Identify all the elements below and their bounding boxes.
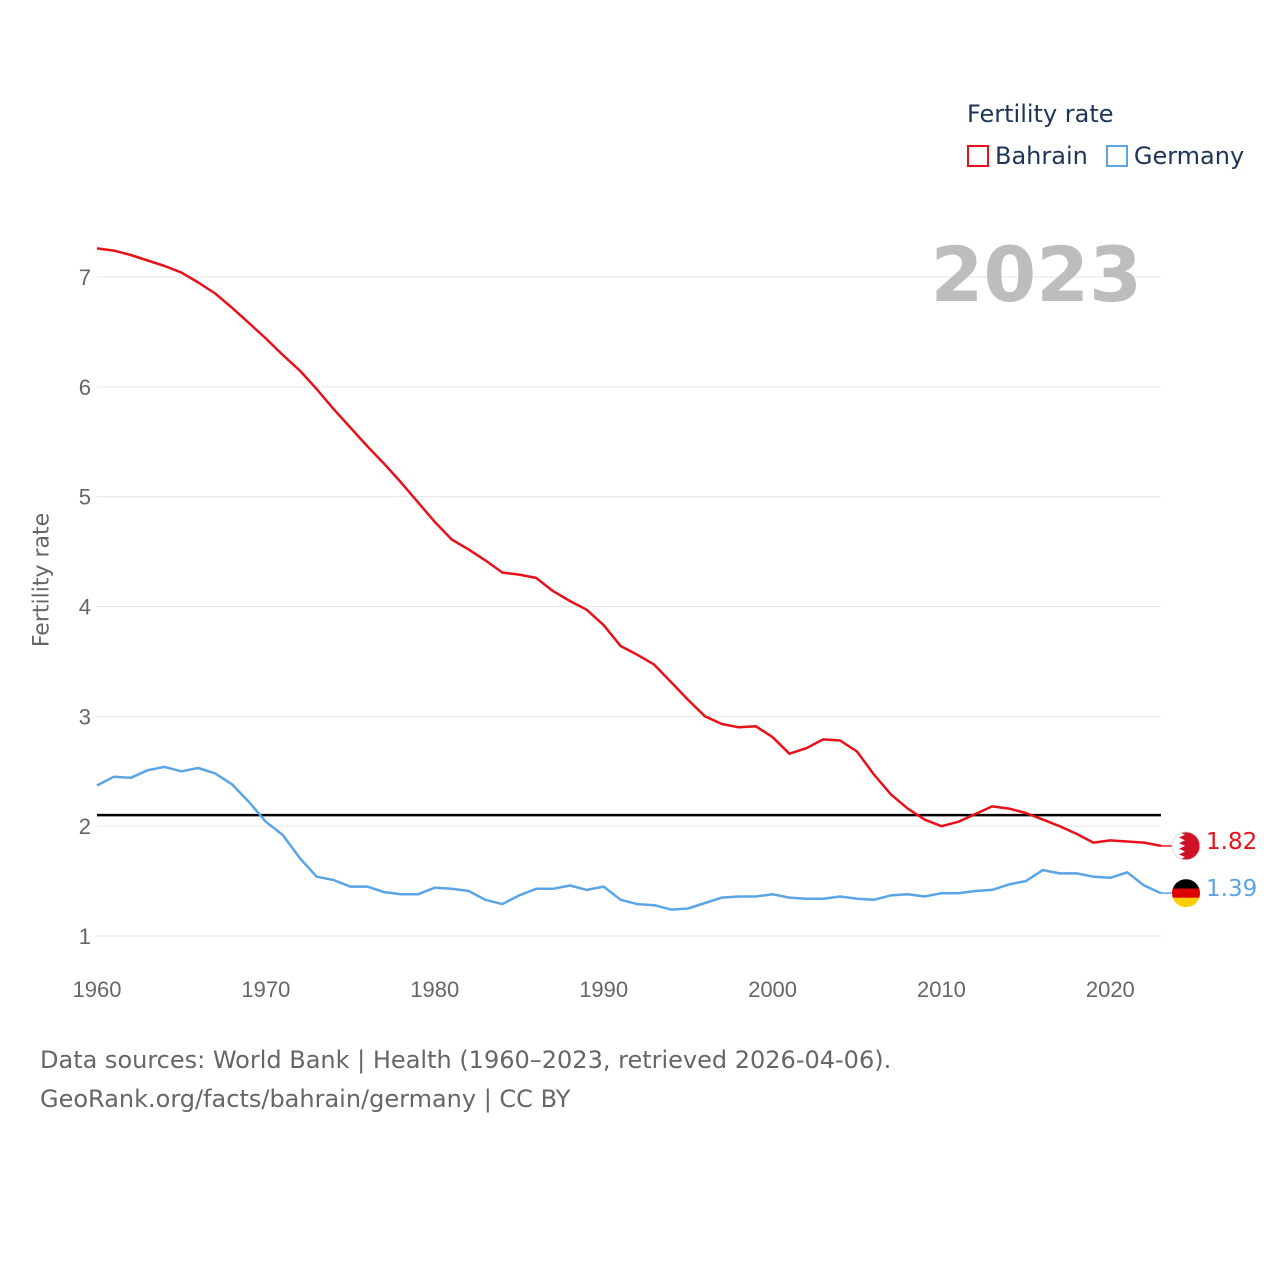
legend: Bahrain Germany: [967, 142, 1262, 170]
source-line-1: Data sources: World Bank | Health (1960–…: [40, 1046, 892, 1074]
series-line-bahrain[interactable]: [96, 247, 1162, 848]
series-line-germany[interactable]: [96, 765, 1162, 911]
x-tick-label: 1990: [579, 977, 628, 1002]
y-tick-label: 1: [79, 924, 91, 949]
x-tick-label: 1970: [241, 977, 290, 1002]
y-tick-label: 4: [79, 595, 91, 620]
x-tick-label: 2010: [917, 977, 966, 1002]
y-axis-label: Fertility rate: [29, 512, 55, 648]
flag-markers: [1161, 831, 1201, 908]
legend-label-bahrain: Bahrain: [995, 142, 1088, 170]
y-tick-label: 7: [79, 265, 91, 290]
legend-swatch-bahrain: [967, 145, 989, 167]
germany-flag-icon: [1172, 879, 1200, 908]
y-tick-label: 6: [79, 375, 91, 400]
year-label: 2023: [930, 230, 1142, 319]
y-tick-label: 3: [79, 704, 91, 729]
series-lines: [96, 247, 1162, 911]
y-tick-label: 5: [79, 485, 91, 510]
bahrain-flag-icon: [1172, 831, 1200, 860]
source-line-2: GeoRank.org/facts/bahrain/germany | CC B…: [40, 1085, 571, 1113]
legend-item-germany[interactable]: Germany: [1105, 142, 1245, 170]
legend-swatch-germany: [1105, 145, 1128, 167]
y-axis-ticks: 1 2 3 4 5 6 7: [79, 265, 91, 949]
x-tick-label: 2000: [748, 977, 797, 1002]
gridlines: [97, 276, 1161, 937]
x-tick-label: 2020: [1086, 977, 1135, 1002]
x-tick-label: 1980: [410, 977, 459, 1002]
end-value-bahrain: 1.82: [1206, 829, 1258, 855]
end-value-germany: 1.39: [1206, 876, 1258, 902]
legend-title: Fertility rate: [967, 100, 1114, 128]
x-tick-label: 1960: [73, 977, 122, 1002]
x-axis-ticks: 1960 1970 1980 1990 2000 2010 2020: [73, 977, 1135, 1002]
y-tick-label: 2: [79, 814, 91, 839]
legend-item-bahrain[interactable]: Bahrain: [967, 142, 1088, 170]
legend-label-germany: Germany: [1133, 142, 1245, 170]
